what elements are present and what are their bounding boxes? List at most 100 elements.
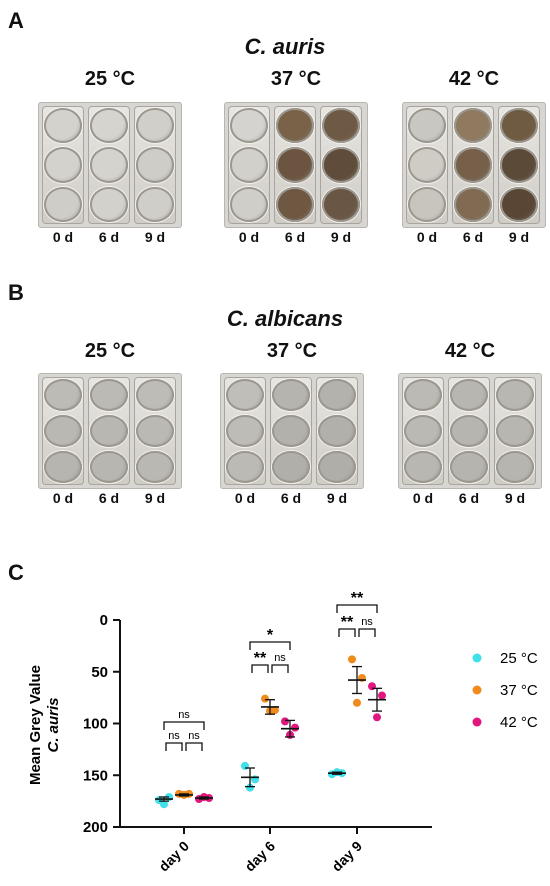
data-point xyxy=(246,783,254,792)
panel-a-day-label: 0 d xyxy=(238,229,260,245)
legend-marker xyxy=(472,653,482,663)
well-column xyxy=(452,106,494,224)
culture-well xyxy=(454,147,492,183)
panel-b-day-label: 9 d xyxy=(326,490,348,506)
culture-well xyxy=(90,379,128,411)
panel-b-well-plate xyxy=(398,373,542,489)
grey-value-chart: Mean Grey Value C. auris 0 50 100 150 200 day… xyxy=(27,590,538,875)
significance-label: * xyxy=(267,627,274,644)
panel-a-day-label: 9 d xyxy=(144,229,166,245)
data-point xyxy=(291,723,299,732)
panel-a-temp-label: 25 °C xyxy=(84,68,136,90)
culture-well xyxy=(404,379,442,411)
y-axis-label: Mean Grey Value xyxy=(27,665,44,785)
culture-well xyxy=(136,415,174,447)
data-point xyxy=(368,682,376,691)
significance-label: ** xyxy=(341,614,354,631)
culture-well xyxy=(450,451,488,483)
legend-marker xyxy=(472,685,482,695)
culture-well xyxy=(454,186,492,222)
culture-well xyxy=(272,451,310,483)
data-point xyxy=(261,694,269,703)
culture-well xyxy=(272,379,310,411)
culture-well xyxy=(276,147,314,183)
significance-bracket xyxy=(249,641,291,650)
significance-bracket xyxy=(185,742,203,751)
culture-well xyxy=(226,415,264,447)
data-point xyxy=(160,800,168,809)
culture-well xyxy=(500,147,538,183)
significance-label: ns xyxy=(168,730,180,742)
panel-b-day-label: 9 d xyxy=(504,490,526,506)
data-point xyxy=(373,713,381,722)
panel-a-day-label: 6 d xyxy=(98,229,120,245)
well-column xyxy=(88,377,130,485)
y-tick-label: 0 xyxy=(100,612,108,629)
culture-well xyxy=(408,147,446,183)
panel-b-day-label: 6 d xyxy=(98,490,120,506)
significance-bracket xyxy=(271,664,289,673)
y-tick-label: 200 xyxy=(83,819,108,836)
data-point xyxy=(281,717,289,726)
culture-well xyxy=(90,147,128,183)
well-column xyxy=(498,106,540,224)
data-point xyxy=(353,698,361,707)
culture-well xyxy=(318,415,356,447)
x-tick-label: day 9 xyxy=(328,838,365,875)
well-column xyxy=(274,106,316,224)
well-column xyxy=(270,377,312,485)
panel-a-letter: A xyxy=(8,8,24,33)
culture-well xyxy=(322,147,360,183)
culture-well xyxy=(496,379,534,411)
panel-b-letter: B xyxy=(8,280,24,305)
culture-well xyxy=(90,415,128,447)
panel-b-species-title: C. albicans xyxy=(226,306,344,331)
significance-label: ns xyxy=(274,652,286,664)
well-column xyxy=(42,106,84,224)
panel-c-letter: C xyxy=(8,560,24,585)
well-column xyxy=(406,106,448,224)
culture-well xyxy=(226,451,264,483)
legend-label: 42 °C xyxy=(500,714,538,731)
panel-b-temp-label: 25 °C xyxy=(84,340,136,362)
culture-well xyxy=(90,108,128,144)
legend-label: 25 °C xyxy=(500,650,538,667)
significance-bracket xyxy=(358,628,376,637)
panel-b-temp-label: 42 °C xyxy=(444,340,496,362)
well-column xyxy=(134,377,176,485)
culture-well xyxy=(496,451,534,483)
significance-label: ** xyxy=(254,650,267,667)
well-column xyxy=(316,377,358,485)
panel-a-species-title: C. auris xyxy=(244,34,326,59)
culture-well xyxy=(44,147,82,183)
well-column xyxy=(224,377,266,485)
data-point xyxy=(348,655,356,664)
well-column xyxy=(494,377,536,485)
significance-bracket xyxy=(163,721,205,730)
culture-well xyxy=(408,108,446,144)
culture-well xyxy=(404,415,442,447)
significance-bracket xyxy=(336,604,378,613)
x-tick-label: day 6 xyxy=(241,838,278,875)
culture-well xyxy=(44,186,82,222)
panel-b-temp-label: 37 °C xyxy=(266,340,318,362)
panel-b-day-label: 6 d xyxy=(280,490,302,506)
significance-label: ns xyxy=(188,730,200,742)
legend-marker xyxy=(472,717,482,727)
culture-well xyxy=(454,108,492,144)
panel-a-well-plate xyxy=(224,102,368,228)
culture-well xyxy=(44,451,82,483)
panel-b-day-label: 0 d xyxy=(52,490,74,506)
panel-b-day-label: 9 d xyxy=(144,490,166,506)
culture-well xyxy=(272,415,310,447)
panel-a-temp-label: 37 °C xyxy=(270,68,322,90)
culture-well xyxy=(44,108,82,144)
culture-well xyxy=(276,108,314,144)
significance-label: ** xyxy=(351,590,364,607)
y-axis-label-species: C. auris xyxy=(45,697,62,752)
significance-bracket xyxy=(251,664,269,673)
well-column xyxy=(88,106,130,224)
well-column xyxy=(228,106,270,224)
panel-a-day-label: 9 d xyxy=(508,229,530,245)
x-tick-label: day 0 xyxy=(155,838,192,875)
